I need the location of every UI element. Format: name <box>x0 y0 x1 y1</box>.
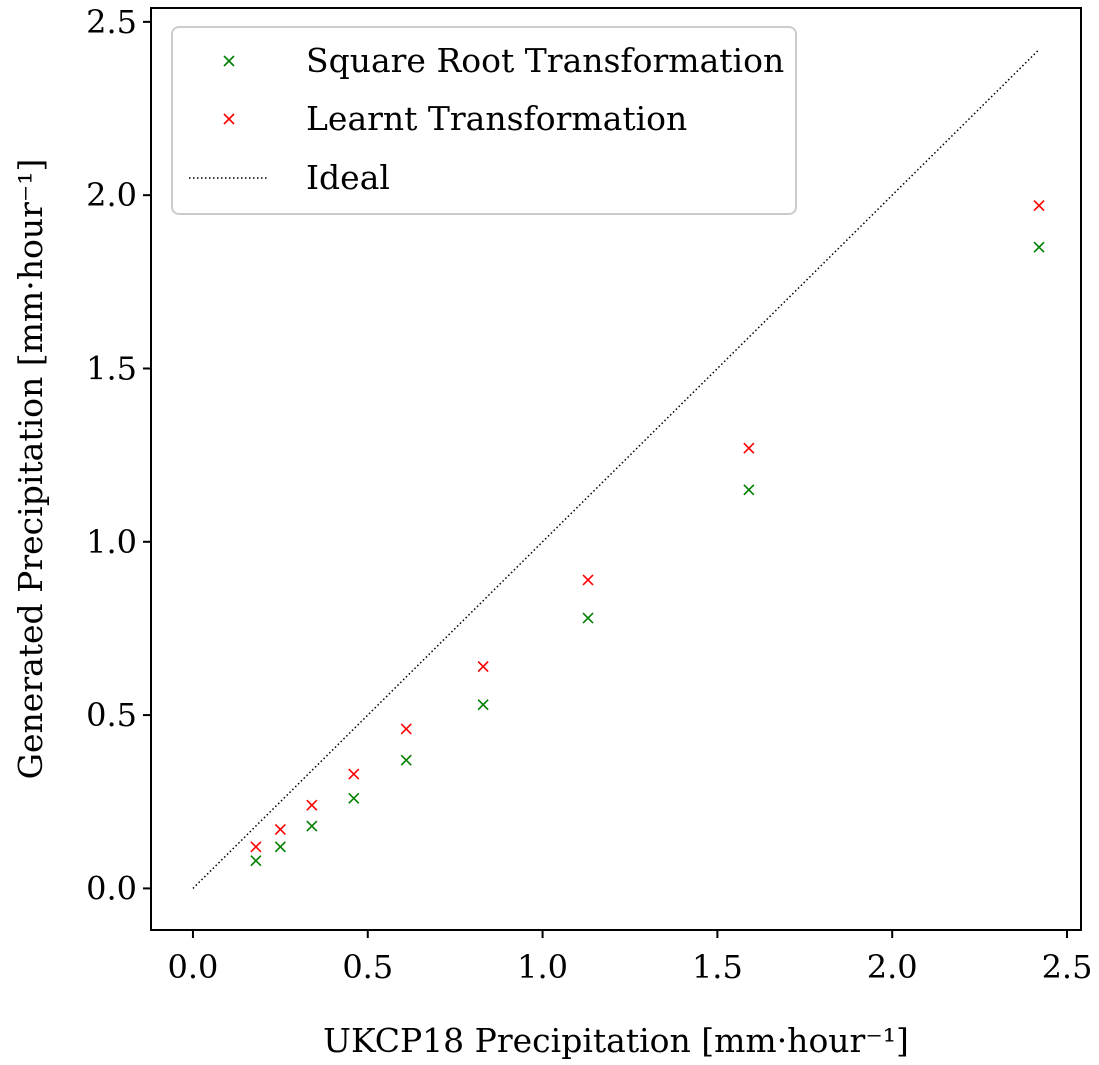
data-point <box>400 754 412 766</box>
data-point <box>306 799 318 811</box>
point-stroke <box>348 792 360 804</box>
x-tick-label: 1.5 <box>692 948 743 986</box>
legend-items: Square Root Transformation Learnt Transfo… <box>189 41 784 197</box>
ideal-line <box>192 49 1040 889</box>
y-tick-label: 2.0 <box>86 176 137 214</box>
legend-marker <box>223 113 235 125</box>
data-point <box>743 442 755 454</box>
point-stroke <box>477 661 489 673</box>
point-stroke <box>582 574 594 586</box>
point-stroke <box>477 699 489 711</box>
point-stroke <box>250 841 262 853</box>
point-stroke <box>223 113 235 125</box>
data-point <box>348 768 360 780</box>
data-point <box>306 820 318 832</box>
legend-box <box>171 26 797 215</box>
legend: Square Root Transformation Learnt Transfo… <box>171 26 797 215</box>
data-point <box>250 855 262 867</box>
point-stroke <box>223 55 235 67</box>
point-stroke <box>250 855 262 867</box>
axis-ticks: 0.0 0.5 1.0 1.5 2.0 2.5 0.0 0.5 1.0 1.5 2.0 2.5 <box>86 3 1092 986</box>
point-stroke <box>400 754 412 766</box>
point-stroke <box>306 799 318 811</box>
data-point <box>582 612 594 624</box>
point-stroke <box>1033 200 1045 212</box>
data-point <box>477 699 489 711</box>
data-point <box>274 823 286 836</box>
point-stroke <box>743 442 755 454</box>
point-stroke <box>400 723 412 735</box>
y-tick-label: 1.5 <box>86 349 137 387</box>
y-axis-label: Generated Precipitation [mm·hour⁻¹] <box>11 159 50 780</box>
ideal-line-layer <box>192 49 1040 889</box>
data-point <box>348 792 360 804</box>
x-tick-label: 2.0 <box>867 948 918 986</box>
x-tick-label: 0.5 <box>342 948 393 986</box>
data-point <box>582 574 594 586</box>
y-tick-label: 2.5 <box>86 3 137 41</box>
point-stroke <box>274 841 286 853</box>
data-point <box>400 723 412 735</box>
data-point <box>743 484 755 496</box>
point-stroke <box>306 820 318 832</box>
x-tick-label: 0.0 <box>168 948 219 986</box>
legend-marker <box>223 55 235 67</box>
data-point <box>1033 241 1045 253</box>
legend-label: Ideal <box>306 158 390 197</box>
data-points-layer <box>250 200 1045 867</box>
y-tick-label: 1.0 <box>86 523 137 561</box>
plot-frame <box>150 7 1082 931</box>
point-stroke <box>348 768 360 780</box>
x-tick-label: 1.0 <box>517 948 568 986</box>
point-stroke <box>582 612 594 624</box>
x-tick-label: 2.5 <box>1042 948 1093 986</box>
data-point <box>274 841 286 853</box>
point-stroke <box>1033 241 1045 253</box>
point-stroke <box>743 484 755 496</box>
data-point <box>1033 200 1045 212</box>
x-axis-label: UKCP18 Precipitation [mm·hour⁻¹] <box>323 1021 909 1060</box>
y-tick-label: 0.0 <box>86 869 137 907</box>
data-point <box>477 661 489 673</box>
data-point <box>250 841 262 853</box>
legend-label: Square Root Transformation <box>306 41 784 80</box>
point-stroke <box>274 823 286 836</box>
legend-label: Learnt Transformation <box>306 99 687 138</box>
y-tick-label: 0.5 <box>86 696 137 734</box>
